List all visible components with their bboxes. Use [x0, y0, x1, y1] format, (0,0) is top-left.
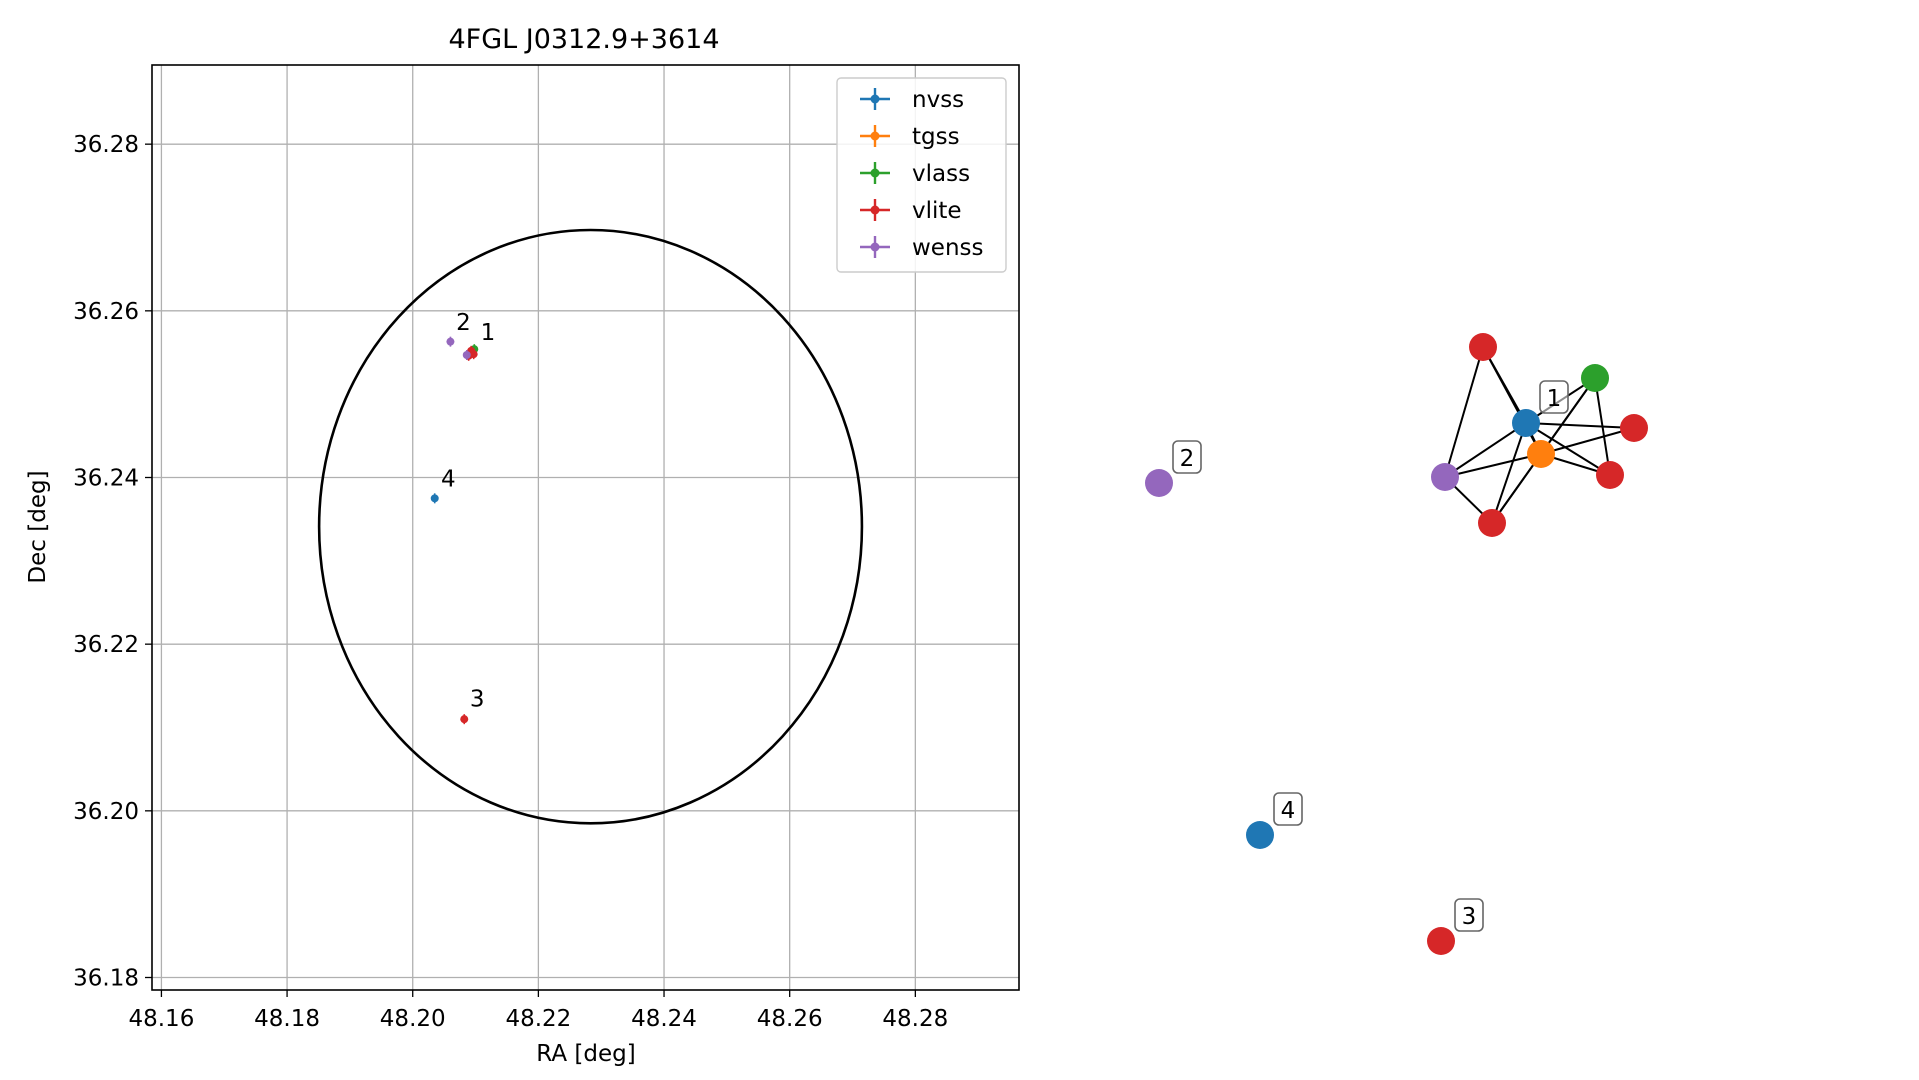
legend-entry-tgss: tgss	[860, 124, 960, 150]
node-label-1: 1	[1547, 386, 1562, 412]
legend-swatch-marker	[870, 205, 880, 215]
x-tick-label: 48.22	[505, 1006, 571, 1032]
plot-frame	[151, 64, 1020, 991]
node-r2	[1620, 414, 1648, 442]
legend-entry-vlite: vlite	[860, 198, 962, 224]
node-t1	[1527, 440, 1555, 468]
legend-label-vlass: vlass	[912, 161, 970, 187]
y-tick-label: 36.24	[73, 466, 139, 492]
x-tick-label: 48.18	[254, 1006, 320, 1032]
node-n2	[1246, 821, 1274, 849]
node-label-box-3	[1454, 898, 1484, 932]
source-label-3: 3	[470, 687, 485, 713]
legend-swatch-marker	[870, 242, 880, 252]
legend-label-wenss: wenss	[912, 235, 984, 261]
node-r1	[1469, 333, 1497, 361]
node-label-2: 2	[1180, 446, 1195, 472]
wenss-point	[462, 351, 471, 359]
edge-n1-p1	[1444, 422, 1527, 478]
y-tick-label: 36.26	[73, 299, 139, 325]
y-tick-label: 36.20	[73, 799, 139, 825]
node-label-layer: 1 2 3 4	[1172, 380, 1569, 932]
tick-layer: 48.16 48.18 48.20 48.22 48.24 48.26 48.28 36.18…	[73, 132, 948, 1032]
node-p2	[1145, 469, 1173, 497]
x-tick-label: 48.20	[380, 1006, 446, 1032]
x-tick-label: 48.24	[631, 1006, 697, 1032]
y-tick-label: 36.28	[73, 132, 139, 158]
x-axis-label: RA [deg]	[536, 1041, 635, 1067]
edge-n1-r3	[1525, 422, 1611, 476]
node-n1	[1512, 409, 1540, 437]
node-label-box-1	[1539, 380, 1569, 414]
legend-swatch-marker	[870, 94, 880, 104]
legend-entry-nvss: nvss	[860, 87, 964, 113]
node-layer	[1145, 333, 1648, 955]
ellipse-layer	[317, 228, 864, 825]
x-tick-label: 48.16	[128, 1006, 194, 1032]
nvss-point	[430, 494, 439, 503]
edge-t1-r1	[1482, 346, 1542, 455]
edge-g1-r3	[1594, 377, 1611, 476]
x-tick-label: 48.26	[757, 1006, 823, 1032]
legend-label-nvss: nvss	[912, 87, 964, 113]
source-label-2: 2	[456, 310, 471, 336]
node-label-3: 3	[1462, 904, 1477, 930]
x-tick-label: 48.28	[882, 1006, 948, 1032]
legend: nvss tgss vlass vlite wenss	[836, 77, 1007, 273]
node-p1	[1431, 463, 1459, 491]
legend-swatch-marker	[870, 168, 880, 178]
edge-t1-r2	[1540, 427, 1635, 455]
points-layer	[430, 336, 479, 725]
wenss-point	[446, 337, 455, 346]
node-g1	[1581, 364, 1609, 392]
node-r3	[1596, 461, 1624, 489]
grid-layer	[152, 65, 1019, 990]
y-tick-label: 36.18	[73, 966, 139, 992]
legend-entry-wenss: wenss	[860, 235, 984, 261]
scatter-title: 4FGL J0312.9+3614	[448, 24, 719, 55]
legend-label-vlite: vlite	[912, 198, 962, 224]
edge-p1-r1	[1444, 346, 1484, 478]
legend-entries: nvss tgss vlass vlite wenss	[860, 87, 984, 261]
edge-n1-r4	[1491, 422, 1527, 524]
node-r4	[1478, 509, 1506, 537]
y-tick-label: 36.22	[73, 632, 139, 658]
legend-entry-vlass: vlass	[860, 161, 970, 187]
node-label-box-4	[1273, 792, 1303, 826]
network-panel: 1 2 3 4	[1145, 333, 1648, 955]
source-label-4: 4	[441, 467, 456, 493]
edge-n1-r2	[1525, 422, 1635, 429]
legend-swatch-marker	[870, 131, 880, 141]
node-label-box-2	[1172, 440, 1202, 474]
edge-t1-p1	[1444, 453, 1542, 478]
source-label-1: 1	[481, 320, 496, 346]
node-label-4: 4	[1281, 798, 1296, 824]
localization-ellipse	[317, 228, 864, 825]
node-r5	[1427, 927, 1455, 955]
legend-label-tgss: tgss	[912, 124, 960, 150]
legend-box	[836, 77, 1007, 273]
vlite-point	[460, 715, 469, 724]
annotation-layer: 12 3 4	[441, 310, 495, 713]
y-axis-label: Dec [deg]	[25, 470, 51, 583]
